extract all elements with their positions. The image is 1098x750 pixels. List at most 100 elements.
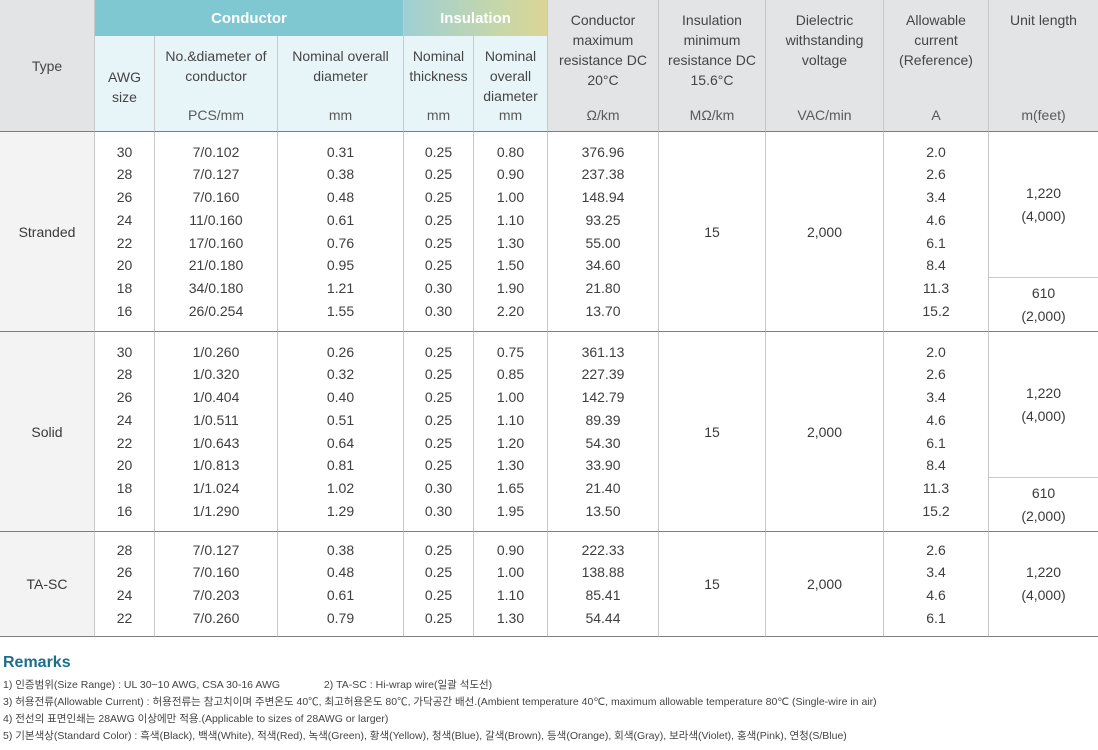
- stranded-overall-value: 0.38: [326, 166, 355, 183]
- stranded-awg-value: 30: [116, 143, 133, 160]
- stranded-ins-overall-value: 0.90: [496, 166, 525, 183]
- header-nom-overall-label: Nominal overall diameter: [292, 48, 389, 84]
- stranded-conductor-value: 34/0.180: [188, 279, 244, 296]
- stranded-conductor-column: 7/0.102 7/0.127 7/0.160 11/0.160 17/0.160 21/…: [154, 132, 277, 332]
- stranded-overall-value: 0.95: [326, 257, 355, 274]
- header-awg-label: AWG size: [108, 68, 141, 105]
- tasc-conductor-value: 7/0.127: [192, 541, 240, 558]
- solid-length-a: 1,220 (4,000): [989, 332, 1098, 478]
- tasc-allowable-value: 6.1: [926, 609, 946, 626]
- solid-awg-value: 16: [116, 502, 133, 519]
- tasc-conductor-column: 7/0.127 7/0.160 7/0.203 7/0.260: [154, 532, 277, 637]
- stranded-thickness-value: 0.30: [424, 279, 453, 296]
- header-group-insulation-label: Insulation: [440, 9, 511, 27]
- solid-conductor-value: 1/1.024: [192, 479, 240, 496]
- solid-dielectric: 2,000: [765, 332, 883, 532]
- spec-table: Type Conductor Insulation Conductor maxi…: [0, 0, 1098, 637]
- stranded-allowable-column: 2.0 2.6 3.4 4.6 6.1 8.4 11.3 15.2: [883, 132, 988, 332]
- header-unit-length-label: Unit length: [1010, 12, 1077, 28]
- solid-resistance-value: 89.39: [585, 411, 621, 428]
- solid-awg-column: 30 28 26 24 22 20 18 16: [94, 332, 154, 532]
- tasc-ins-resistance: 15: [658, 532, 765, 637]
- solid-ins-overall-value: 1.95: [496, 502, 525, 519]
- stranded-awg-value: 22: [116, 234, 133, 251]
- tasc-awg-column: 28 26 24 22: [94, 532, 154, 637]
- tasc-allowable-value: 3.4: [926, 564, 946, 581]
- tasc-resistance-column: 222.33 138.88 85.41 54.44: [547, 532, 658, 637]
- tasc-dielectric-value: 2,000: [806, 576, 843, 592]
- solid-allowable-value: 2.0: [926, 343, 946, 360]
- solid-conductor-column: 1/0.260 1/0.320 1/0.404 1/0.511 1/0.643 1/0.8…: [154, 332, 277, 532]
- header-type: Type: [0, 0, 94, 132]
- type-solid: Solid: [0, 332, 94, 532]
- solid-resistance-column: 361.13 227.39 142.79 89.39 54.30 33.90 21.40 13…: [547, 332, 658, 532]
- solid-thickness-column: 0.25 0.25 0.25 0.25 0.25 0.25 0.30 0.30: [403, 332, 473, 532]
- tasc-resistance-value: 85.41: [585, 587, 621, 603]
- tasc-awg-value: 28: [116, 541, 133, 558]
- stranded-conductor-value: 17/0.160: [188, 234, 244, 251]
- solid-thickness-value: 0.25: [424, 457, 453, 474]
- solid-overall-value: 0.81: [326, 457, 355, 474]
- stranded-thickness-value: 0.25: [424, 211, 453, 228]
- solid-length-b-value: 610: [1031, 484, 1056, 501]
- tasc-length-a-value: 1,220: [1025, 564, 1062, 580]
- solid-resistance-value: 54.30: [585, 434, 621, 451]
- tasc-awg-value: 24: [116, 587, 133, 603]
- tasc-resistance-value: 138.88: [581, 564, 625, 581]
- stranded-length-a: 1,220 (4,000): [989, 132, 1098, 278]
- header-unit-length: Unit length m(feet): [988, 0, 1098, 132]
- solid-conductor-value: 1/0.511: [193, 411, 239, 428]
- solid-length-a-feet: (4,000): [1021, 407, 1066, 424]
- stranded-dielectric-value: 2,000: [806, 223, 843, 240]
- solid-thickness-value: 0.30: [424, 479, 453, 496]
- stranded-thickness-value: 0.25: [424, 234, 453, 251]
- type-stranded: Stranded: [0, 132, 94, 332]
- tasc-resistance-value: 222.33: [581, 541, 625, 558]
- tasc-ins-overall-value: 1.00: [496, 564, 525, 581]
- stranded-thickness-value: 0.25: [424, 166, 453, 183]
- stranded-conductor-value: 7/0.102: [192, 143, 240, 160]
- stranded-resistance-value: 13.70: [585, 302, 621, 319]
- header-group-insulation: Insulation: [403, 0, 547, 36]
- stranded-resistance-value: 21.80: [585, 279, 621, 296]
- solid-resistance-value: 33.90: [585, 457, 621, 474]
- header-ins-overall-label: Nominal overall diameter: [483, 48, 538, 104]
- solid-ins-overall-value: 0.75: [496, 343, 525, 360]
- solid-overall-value: 1.29: [326, 502, 355, 519]
- tasc-ins-overall-value: 1.10: [496, 587, 525, 603]
- stranded-overall-value: 0.31: [326, 143, 355, 160]
- solid-resistance-value: 13.50: [585, 502, 621, 519]
- solid-awg-value: 30: [116, 343, 133, 360]
- tasc-overall-value: 0.38: [326, 541, 355, 558]
- solid-thickness-value: 0.25: [424, 343, 453, 360]
- remark-line-1: 1) 인증범위(Size Range) : UL 30~10 AWG, CSA …: [3, 677, 1093, 694]
- stranded-awg-column: 30 28 26 24 22 20 18 16: [94, 132, 154, 332]
- solid-ins-overall-value: 1.10: [496, 411, 525, 428]
- solid-awg-value: 28: [116, 366, 133, 383]
- stranded-dielectric: 2,000: [765, 132, 883, 332]
- stranded-length-b-feet: (2,000): [1021, 307, 1066, 324]
- stranded-resistance-value: 55.00: [585, 234, 621, 251]
- stranded-conductor-value: 21/0.180: [188, 257, 244, 274]
- stranded-allowable-value: 2.6: [926, 166, 946, 183]
- solid-ins-overall-value: 1.30: [496, 457, 525, 474]
- stranded-awg-value: 18: [116, 279, 133, 296]
- solid-ins-resistance-value: 15: [704, 423, 720, 440]
- header-allowable: Allowable current (Reference) A: [883, 0, 988, 132]
- tasc-thickness-value: 0.25: [424, 609, 453, 626]
- stranded-allowable-value: 8.4: [926, 257, 946, 274]
- solid-unit-length: 1,220 (4,000) 610 (2,000): [988, 332, 1098, 532]
- solid-allowable-value: 8.4: [926, 457, 946, 474]
- stranded-length-b: 610 (2,000): [989, 278, 1098, 331]
- stranded-ins-overall-value: 1.30: [496, 234, 525, 251]
- type-stranded-label: Stranded: [18, 223, 76, 240]
- solid-conductor-value: 1/0.813: [192, 457, 240, 474]
- header-ins-overall-unit: mm: [498, 107, 523, 123]
- remark-standard-color: 5) 기본색상(Standard Color) : 흑색(Black), 백색(…: [3, 730, 847, 742]
- tasc-ins-resistance-value: 15: [704, 576, 720, 592]
- stranded-resistance-value: 34.60: [585, 257, 621, 274]
- tasc-ins-overall-column: 0.90 1.00 1.10 1.30: [473, 532, 547, 637]
- solid-allowable-value: 2.6: [926, 366, 946, 383]
- solid-conductor-value: 1/0.643: [192, 434, 240, 451]
- type-tasc-label: TA-SC: [26, 576, 68, 592]
